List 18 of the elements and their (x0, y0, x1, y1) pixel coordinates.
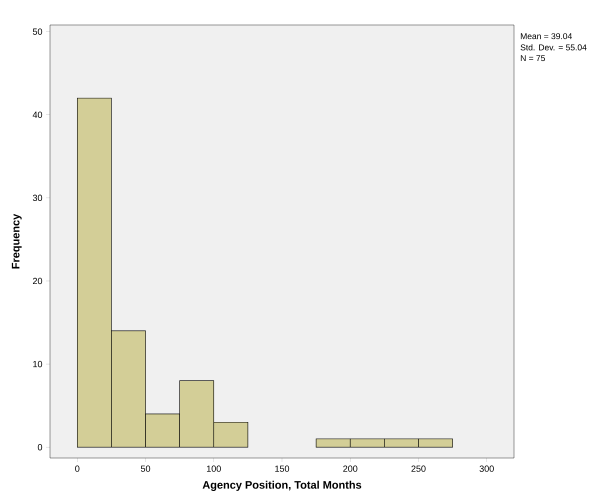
y-tick-label: 0 (38, 444, 42, 450)
y-tick-label: 30 (32, 194, 42, 202)
text: N = 75 (520, 55, 546, 62)
y-tick-label: 40 (32, 112, 42, 118)
text: Mean = 39.04 (520, 33, 572, 40)
y-tick-label: 10 (33, 360, 42, 368)
x-axis-title: Agency Position, Total Months (202, 480, 362, 491)
x-tick-label: 50 (140, 466, 150, 472)
x-tick-label: 150 (275, 466, 290, 472)
text: Std. Dev. = 55.04 (520, 44, 587, 50)
x-tick-label: 0 (75, 466, 80, 472)
y-tick-label: 20 (32, 278, 42, 284)
x-tick-label: 200 (343, 466, 358, 472)
x-tick-label: 250 (411, 466, 426, 472)
y-axis-title: Frequency (12, 214, 22, 268)
x-tick-label: 300 (480, 466, 494, 472)
y-tick-label: 50 (32, 28, 42, 35)
x-tick-label: 100 (206, 466, 221, 472)
